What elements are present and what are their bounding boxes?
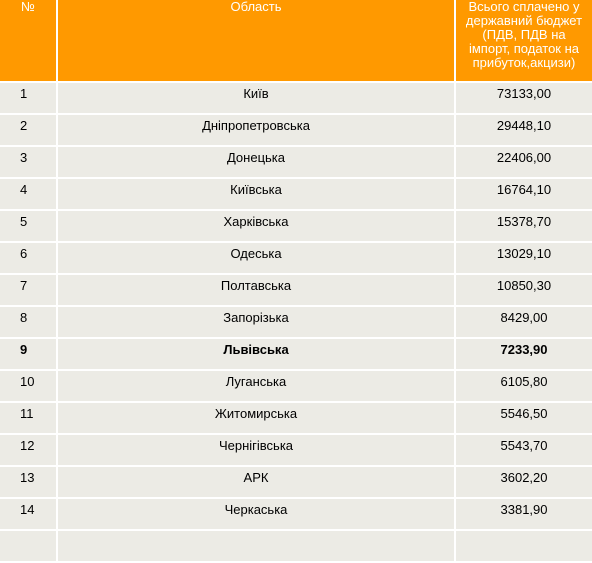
row-num: 11 — [0, 403, 56, 433]
table-row: 3 Донецька 22406,00 — [0, 147, 592, 177]
table-row: 7 Полтавська 10850,30 — [0, 275, 592, 305]
table-row: 13 АРК 3602,20 — [0, 467, 592, 497]
row-num: 12 — [0, 435, 56, 465]
table-row: 12 Чернігівська 5543,70 — [0, 435, 592, 465]
row-value: 22406,00 — [456, 147, 592, 177]
row-value: 73133,00 — [456, 83, 592, 113]
table-row: 2 Дніпропетровська 29448,10 — [0, 115, 592, 145]
row-region: Київ — [58, 83, 454, 113]
row-region: Харківська — [58, 211, 454, 241]
row-num: 14 — [0, 499, 56, 529]
table-row: 1 Київ 73133,00 — [0, 83, 592, 113]
row-value: 16764,10 — [456, 179, 592, 209]
row-region: Полтавська — [58, 275, 454, 305]
row-num: 7 — [0, 275, 56, 305]
header-value: Всього сплачено у державний бюджет (ПДВ,… — [456, 0, 592, 81]
header-region: Область — [58, 0, 454, 81]
table-row: 14 Черкаська 3381,90 — [0, 499, 592, 529]
row-num: 2 — [0, 115, 56, 145]
row-value: 29448,10 — [456, 115, 592, 145]
row-num: 6 — [0, 243, 56, 273]
row-value: 3602,20 — [456, 467, 592, 497]
row-region: Чернігівська — [58, 435, 454, 465]
row-num: 8 — [0, 307, 56, 337]
table-row: 4 Київська 16764,10 — [0, 179, 592, 209]
row-region: Київська — [58, 179, 454, 209]
row-region: Донецька — [58, 147, 454, 177]
row-value: 8429,00 — [456, 307, 592, 337]
table-row: 8 Запорізька 8429,00 — [0, 307, 592, 337]
row-value: 10850,30 — [456, 275, 592, 305]
row-value: 13029,10 — [456, 243, 592, 273]
row-region: Дніпропетровська — [58, 115, 454, 145]
table-row-highlighted: 9 Львівська 7233,90 — [0, 339, 592, 369]
row-num: 4 — [0, 179, 56, 209]
table-row: 6 Одеська 13029,10 — [0, 243, 592, 273]
row-region: Житомирська — [58, 403, 454, 433]
row-region: Черкаська — [58, 499, 454, 529]
table-row: 11 Житомирська 5546,50 — [0, 403, 592, 433]
row-region: Луганська — [58, 371, 454, 401]
table-row: 10 Луганська 6105,80 — [0, 371, 592, 401]
row-value: 3381,90 — [456, 499, 592, 529]
row-num: 9 — [0, 339, 56, 369]
row-num: 10 — [0, 371, 56, 401]
row-value: 6105,80 — [456, 371, 592, 401]
row-value: 7233,90 — [456, 339, 592, 369]
row-region: Львівська — [58, 339, 454, 369]
row-value: 5546,50 — [456, 403, 592, 433]
row-region: Одеська — [58, 243, 454, 273]
row-num: 3 — [0, 147, 56, 177]
row-value: 15378,70 — [456, 211, 592, 241]
row-value: 5543,70 — [456, 435, 592, 465]
header-row: № Область Всього сплачено у державний бю… — [0, 0, 592, 81]
row-num: 1 — [0, 83, 56, 113]
header-num: № — [0, 0, 56, 81]
row-region: АРК — [58, 467, 454, 497]
row-num: 13 — [0, 467, 56, 497]
row-region: Запорізька — [58, 307, 454, 337]
row-num: 5 — [0, 211, 56, 241]
table-row: 5 Харківська 15378,70 — [0, 211, 592, 241]
